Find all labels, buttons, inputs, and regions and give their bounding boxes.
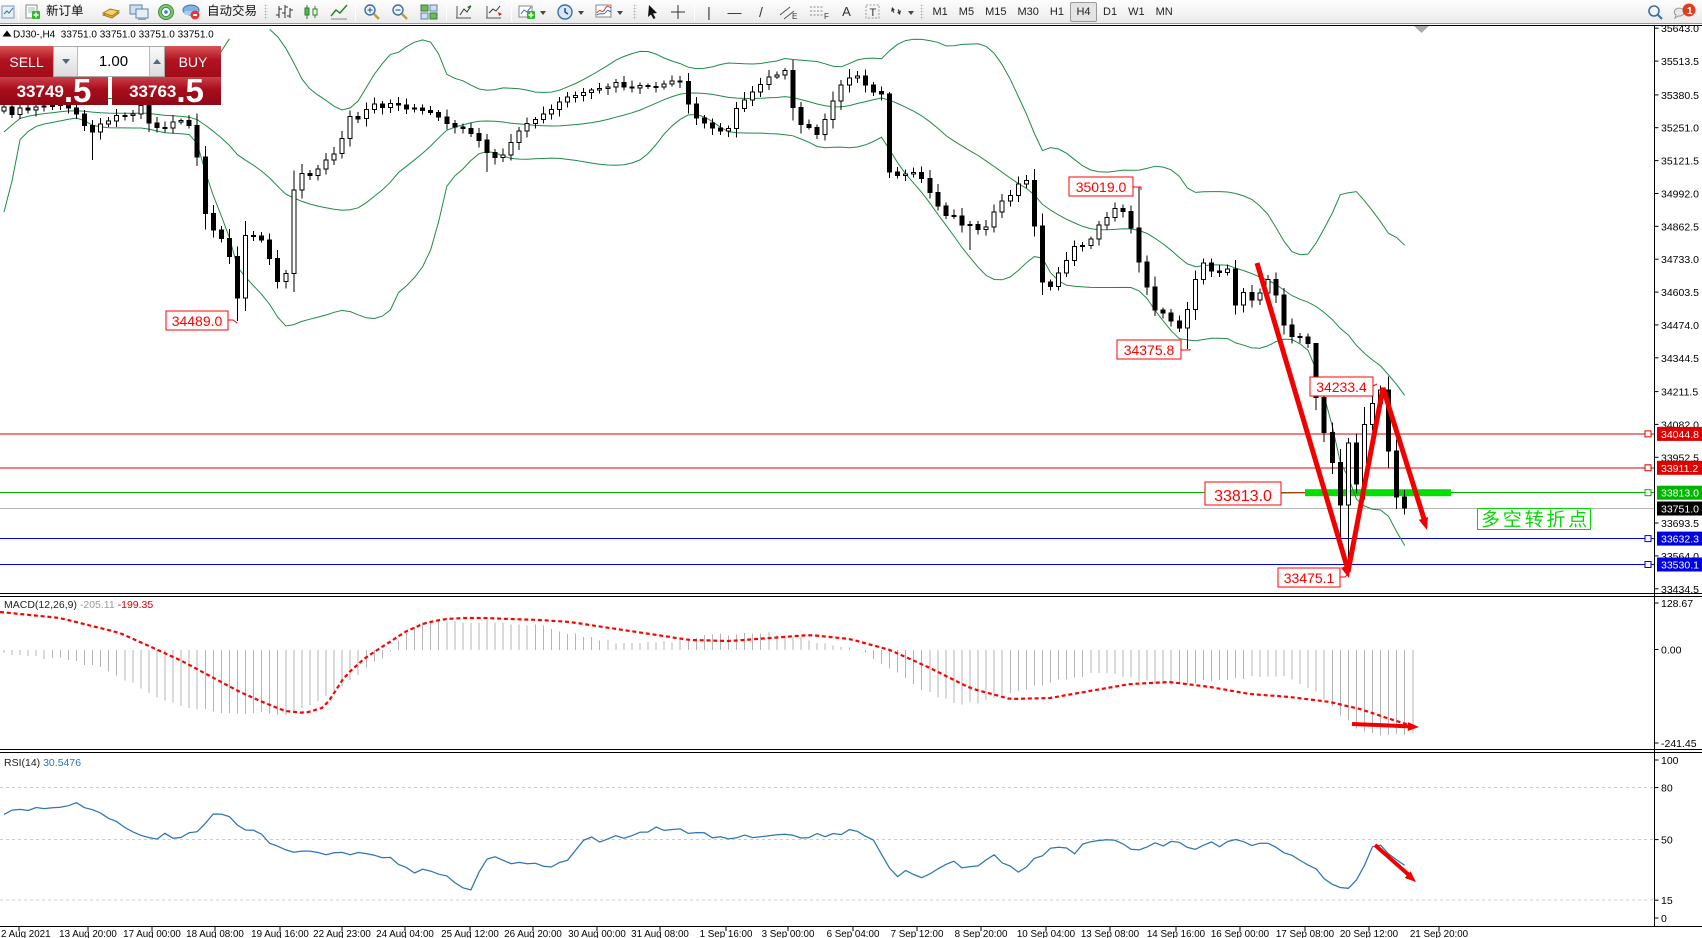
- svg-text:34082.0: 34082.0: [1661, 419, 1699, 431]
- svg-text:33952.5: 33952.5: [1661, 452, 1699, 464]
- svg-text:35380.5: 35380.5: [1661, 90, 1699, 102]
- svg-text:33911.2: 33911.2: [1661, 463, 1698, 475]
- svg-text:34862.5: 34862.5: [1661, 221, 1699, 233]
- svg-text:33475.1: 33475.1: [1284, 570, 1335, 586]
- svg-text:6 Sep 04:00: 6 Sep 04:00: [827, 929, 880, 938]
- svg-text:33693.5: 33693.5: [1661, 518, 1699, 530]
- svg-text:19 Aug 16:00: 19 Aug 16:00: [251, 929, 309, 938]
- svg-text:34489.0: 34489.0: [172, 313, 223, 329]
- svg-text:34603.5: 34603.5: [1661, 287, 1699, 299]
- svg-text:20 Sep 12:00: 20 Sep 12:00: [1340, 929, 1399, 938]
- svg-text:13 Aug 20:00: 13 Aug 20:00: [59, 929, 117, 938]
- svg-text:DJ30-,H4 33751.0 33751.0 3375: DJ30-,H4 33751.0 33751.0 33751.0 33751.0: [13, 30, 214, 41]
- svg-text:100: 100: [1661, 755, 1679, 767]
- svg-text:MACD(12,26,9) -205.11 -199.35: MACD(12,26,9) -205.11 -199.35: [4, 599, 153, 611]
- svg-text:14 Sep 16:00: 14 Sep 16:00: [1147, 929, 1206, 938]
- svg-text:26 Aug 20:00: 26 Aug 20:00: [504, 929, 562, 938]
- svg-text:17 Aug 00:00: 17 Aug 00:00: [123, 929, 181, 938]
- svg-text:RSI(14) 30.5476: RSI(14) 30.5476: [4, 757, 81, 769]
- svg-text:1: 1: [1687, 6, 1693, 17]
- svg-text:3 Sep 00:00: 3 Sep 00:00: [762, 929, 815, 938]
- svg-text:1 Sep 16:00: 1 Sep 16:00: [700, 929, 753, 938]
- svg-text:-241.45: -241.45: [1661, 738, 1697, 750]
- svg-text:0: 0: [1661, 913, 1667, 925]
- svg-text:T: T: [870, 7, 877, 19]
- svg-text:21 Sep 20:00: 21 Sep 20:00: [1410, 929, 1469, 938]
- svg-text:34344.5: 34344.5: [1661, 353, 1699, 365]
- svg-text:35019.0: 35019.0: [1076, 179, 1127, 195]
- svg-text:80: 80: [1661, 783, 1673, 795]
- svg-text:33530.1: 33530.1: [1661, 560, 1699, 572]
- svg-text:30 Aug 00:00: 30 Aug 00:00: [568, 929, 626, 938]
- svg-text:34992.0: 34992.0: [1661, 189, 1699, 201]
- svg-text:35251.0: 35251.0: [1661, 123, 1699, 135]
- svg-text:34211.5: 34211.5: [1661, 387, 1698, 399]
- svg-text:17 Sep 08:00: 17 Sep 08:00: [1276, 929, 1335, 938]
- svg-text:34474.0: 34474.0: [1661, 320, 1699, 332]
- svg-text:35643.0: 35643.0: [1661, 23, 1699, 35]
- svg-text:50: 50: [1661, 835, 1673, 847]
- svg-text:31 Aug 08:00: 31 Aug 08:00: [631, 929, 689, 938]
- svg-text:33632.3: 33632.3: [1661, 534, 1699, 546]
- svg-text:F: F: [824, 12, 829, 21]
- svg-text:25 Aug 12:00: 25 Aug 12:00: [441, 929, 499, 938]
- svg-text:15: 15: [1661, 895, 1673, 907]
- svg-text:16 Sep 00:00: 16 Sep 00:00: [1211, 929, 1270, 938]
- svg-text:34375.8: 34375.8: [1124, 342, 1175, 358]
- svg-text:33434.5: 33434.5: [1661, 584, 1699, 596]
- svg-text:0.00: 0.00: [1661, 645, 1682, 657]
- svg-text:24 Aug 04:00: 24 Aug 04:00: [376, 929, 434, 938]
- svg-text:10 Sep 04:00: 10 Sep 04:00: [1017, 929, 1076, 938]
- svg-text:33564.0: 33564.0: [1661, 551, 1699, 563]
- svg-text:33813.0: 33813.0: [1214, 488, 1272, 505]
- svg-text:2 Aug 2021: 2 Aug 2021: [1, 929, 51, 938]
- svg-text:33813.0: 33813.0: [1661, 488, 1699, 500]
- svg-text:33751.0: 33751.0: [1661, 504, 1699, 516]
- svg-text:8 Sep 20:00: 8 Sep 20:00: [955, 929, 1008, 938]
- svg-text:34233.4: 34233.4: [1316, 379, 1367, 395]
- svg-text:13 Sep 08:00: 13 Sep 08:00: [1081, 929, 1140, 938]
- svg-text:22 Aug 23:00: 22 Aug 23:00: [313, 929, 371, 938]
- svg-text:34044.8: 34044.8: [1661, 429, 1699, 441]
- svg-text:34733.0: 34733.0: [1661, 254, 1699, 266]
- svg-text:7 Sep 12:00: 7 Sep 12:00: [891, 929, 944, 938]
- svg-text:35121.5: 35121.5: [1661, 156, 1699, 168]
- svg-text:E: E: [792, 12, 797, 21]
- svg-text:35513.5: 35513.5: [1661, 56, 1699, 68]
- svg-text:18 Aug 08:00: 18 Aug 08:00: [186, 929, 244, 938]
- svg-text:128.67: 128.67: [1661, 598, 1693, 610]
